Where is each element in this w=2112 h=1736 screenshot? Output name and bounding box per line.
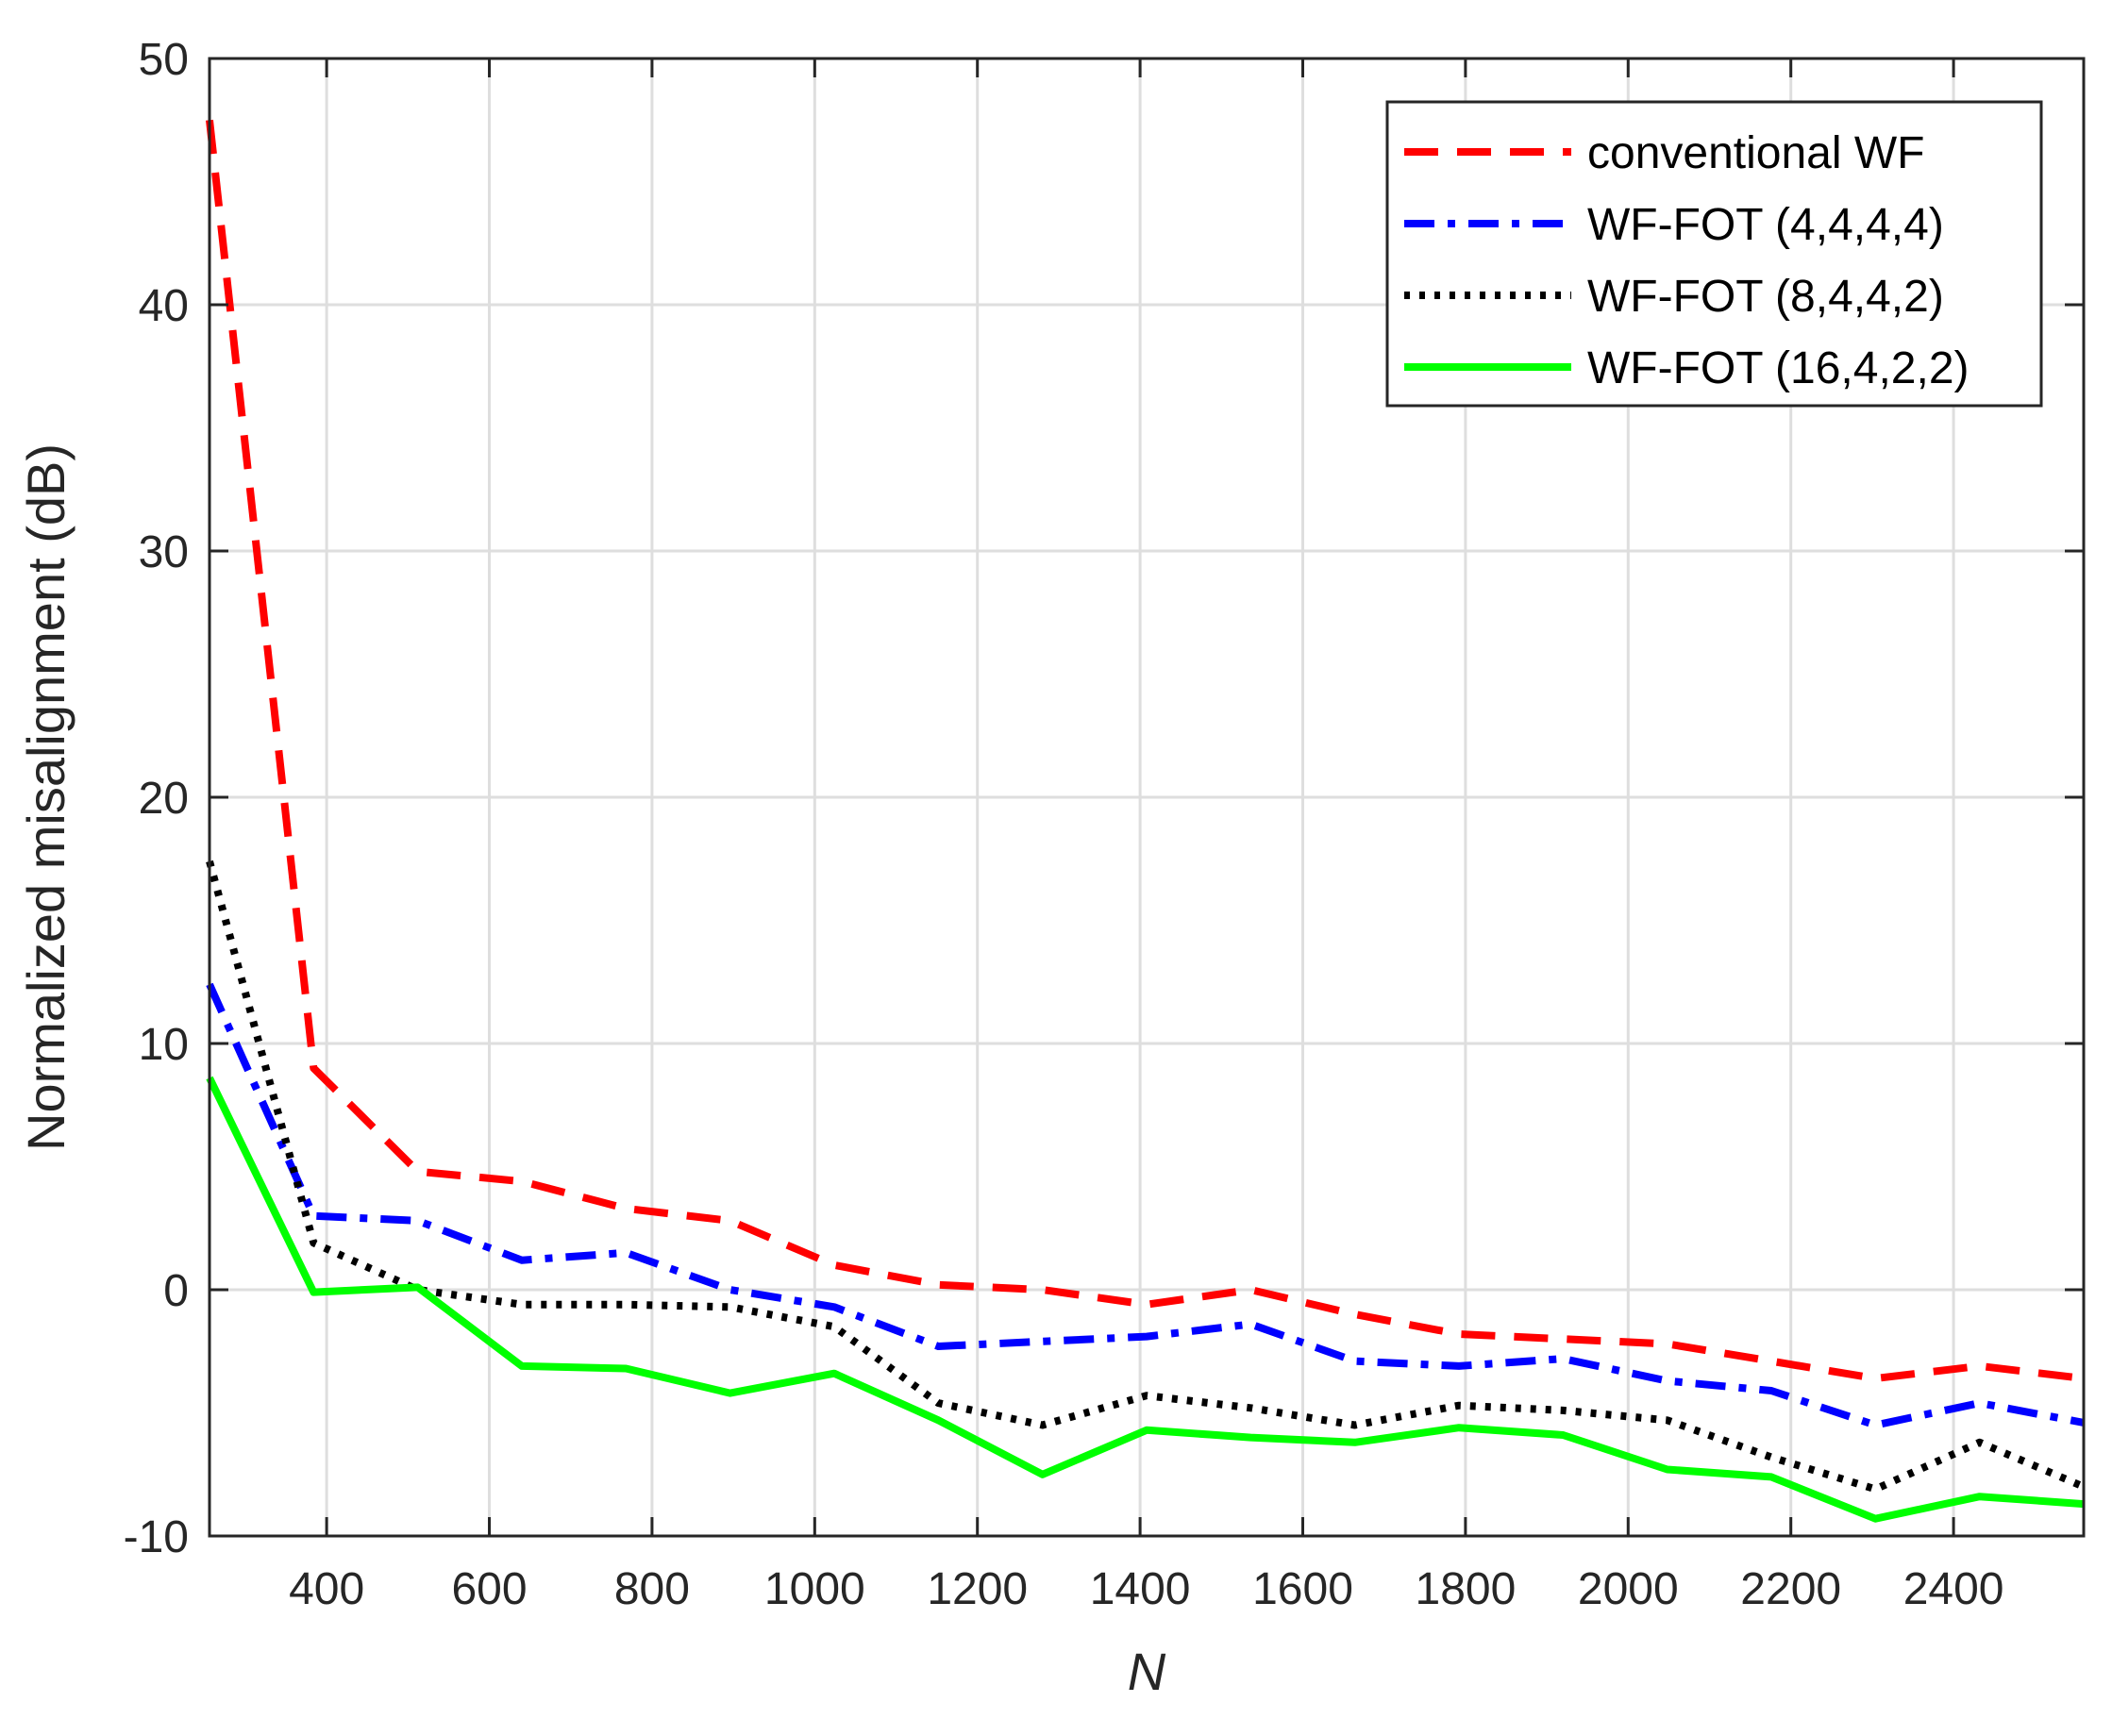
legend-label-1: conventional WF <box>1587 128 1925 178</box>
x-tick-label: 400 <box>289 1564 364 1614</box>
series-line-4 <box>206 1076 2085 1523</box>
x-tick-label: 1600 <box>1252 1564 1353 1614</box>
x-tick-label: 600 <box>451 1564 527 1614</box>
legend-items: conventional WF WF-FOT (4,4,4,4) WF-FOT (8… <box>1404 128 1970 393</box>
x-tick-label: 1400 <box>1090 1564 1191 1614</box>
axis-ticks <box>210 57 2084 1538</box>
y-tick-label: 40 <box>139 281 189 331</box>
x-tick-label: 800 <box>614 1564 690 1614</box>
y-tick-label: 20 <box>139 774 189 824</box>
legend: conventional WF WF-FOT (4,4,4,4) WF-FOT (8… <box>1385 100 2043 408</box>
x-tick-labels: 400 600 800 1000 1200 1400 1600 1800 2000 2200 240… <box>289 1564 2003 1614</box>
legend-label-2: WF-FOT (4,4,4,4) <box>1587 200 1944 250</box>
series-line-3 <box>206 860 2086 1494</box>
series-layer <box>206 119 2086 1523</box>
legend-label-3: WF-FOT (8,4,4,2) <box>1587 272 1944 322</box>
x-tick-label: 1000 <box>764 1564 865 1614</box>
x-axis-label: N <box>1128 1642 1166 1701</box>
y-axis-label: Normalized misalignment (dB) <box>16 443 75 1151</box>
x-tick-label: 2200 <box>1740 1564 1841 1614</box>
legend-box <box>1385 100 2043 408</box>
x-tick-label: 1800 <box>1416 1564 1517 1614</box>
series-line-2 <box>206 982 2085 1429</box>
y-tick-label: -10 <box>124 1512 189 1562</box>
y-tick-label: 0 <box>163 1266 189 1316</box>
y-tick-label: 50 <box>139 35 189 85</box>
y-tick-label: 30 <box>139 527 189 577</box>
y-tick-labels: -10 0 10 20 30 40 50 <box>124 35 189 1562</box>
x-tick-label: 1200 <box>927 1564 1028 1614</box>
x-tick-label: 2400 <box>1903 1564 2004 1614</box>
y-tick-label: 10 <box>139 1020 189 1070</box>
legend-label-4: WF-FOT (16,4,2,2) <box>1587 343 1970 393</box>
x-tick-label: 2000 <box>1578 1564 1679 1614</box>
